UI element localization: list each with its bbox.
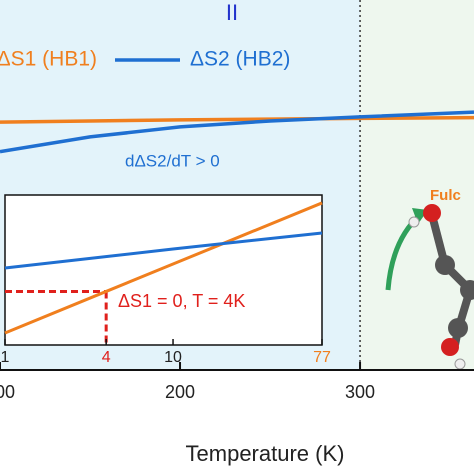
x-tick-label: 10 [164, 349, 182, 366]
x-tick-label: 300 [345, 382, 375, 402]
inset-frame [4, 194, 323, 346]
series-line [0, 115, 474, 124]
series-line [0, 110, 474, 154]
x-tick-label: 77 [313, 349, 331, 366]
x-axis-label: Temperature (K) [186, 441, 345, 466]
illustration-label: Fulc [430, 187, 461, 204]
x-tick-label: 1 [1, 349, 10, 366]
region-label: II [226, 0, 238, 25]
legend-label: ΔS2 (HB2) [190, 48, 290, 71]
series-line [4, 201, 323, 335]
annotation: dΔS2/dT > 0 [125, 151, 220, 170]
series-line [4, 231, 323, 270]
molecule-illustration [385, 204, 474, 370]
x-tick-label: 100 [0, 382, 15, 402]
legend-label: ΔS1 (HB1) [0, 48, 97, 71]
x-tick-label: 200 [165, 382, 195, 402]
x-tick-label: 4 [102, 349, 111, 366]
region-iii-background [360, 0, 474, 370]
annotation: ΔS1 = 0, T = 4K [118, 291, 245, 311]
